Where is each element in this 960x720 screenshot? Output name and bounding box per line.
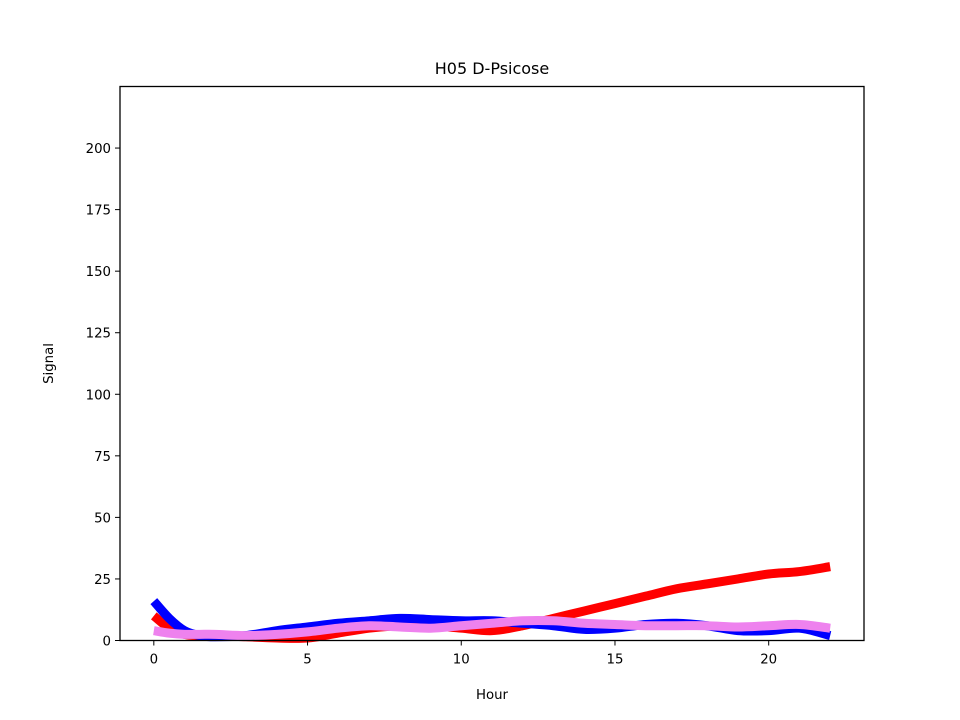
chart-title: H05 D-Psicose — [435, 59, 549, 78]
y-axis-label: Signal — [42, 343, 57, 384]
series-layer — [150, 562, 832, 643]
y-tick-label: 75 — [94, 450, 111, 465]
series-line-violet — [153, 615, 831, 641]
x-tick-label: 5 — [303, 653, 311, 668]
x-tick-label: 10 — [453, 653, 470, 668]
x-tick-label: 0 — [150, 653, 158, 668]
y-tick-label: 150 — [86, 265, 111, 280]
x-tick-label: 20 — [760, 653, 777, 668]
y-tick-label: 125 — [86, 327, 111, 342]
x-axis-label: Hour — [476, 688, 509, 703]
plot-frame — [119, 85, 865, 642]
x-tick-label: 15 — [607, 653, 624, 668]
y-tick-label: 175 — [86, 204, 111, 219]
y-tick-label: 0 — [103, 635, 111, 650]
x-axis-ticks: 0 5 10 15 20 — [150, 640, 777, 668]
y-tick-label: 50 — [94, 511, 111, 526]
y-tick-label: 25 — [94, 573, 111, 588]
y-tick-label: 100 — [86, 388, 111, 403]
y-axis-ticks: 0 25 50 75 100 125 150 175 200 — [86, 142, 120, 650]
y-tick-label: 200 — [86, 142, 111, 157]
